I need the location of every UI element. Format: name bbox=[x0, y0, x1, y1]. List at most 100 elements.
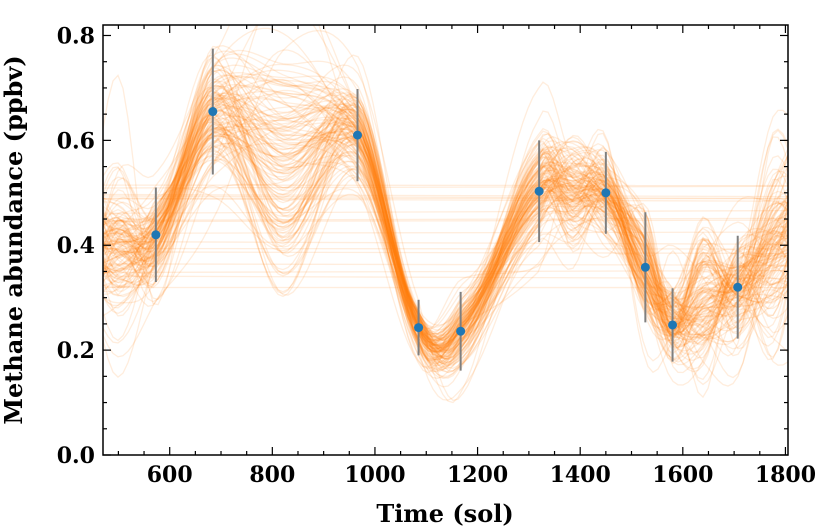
gp-sample-line bbox=[103, 107, 788, 350]
gp-sample-line bbox=[103, 195, 788, 200]
gp-sample-line bbox=[103, 114, 788, 379]
gp-sample-line bbox=[103, 49, 788, 399]
x-tick-label: 600 bbox=[147, 462, 193, 488]
gp-sample-line bbox=[103, 64, 788, 402]
gp-sample-line bbox=[103, 98, 788, 358]
y-tick-label: 0.0 bbox=[57, 443, 95, 469]
gp-sample-line bbox=[103, 27, 788, 353]
gp-sample-line bbox=[103, 57, 788, 366]
gp-sample-line bbox=[103, 93, 788, 347]
gp-sample-line bbox=[103, 251, 788, 255]
gp-sample-line bbox=[103, 89, 788, 348]
gp-sample-line bbox=[103, 247, 788, 250]
gp-sample-line bbox=[103, 87, 788, 361]
gp-sample-line bbox=[103, 104, 788, 360]
gp-sample-line bbox=[103, 185, 788, 189]
gp-sample-line bbox=[103, 110, 788, 404]
gp-sample-line bbox=[103, 64, 788, 343]
gp-sample-line bbox=[103, 96, 788, 341]
gp-sample-line bbox=[103, 64, 788, 366]
gp-sample-line bbox=[103, 209, 788, 214]
gp-sample-line bbox=[103, 90, 788, 358]
gp-sample-line bbox=[103, 91, 788, 335]
gp-sample-line bbox=[103, 112, 788, 352]
y-tick-labels: 0.0 0.2 0.4 0.6 0.8 bbox=[57, 23, 95, 469]
gp-sample-line bbox=[103, 99, 788, 341]
gp-sample-line bbox=[103, 106, 788, 352]
gp-sample-line bbox=[103, 96, 788, 347]
gp-sample-line bbox=[103, 103, 788, 357]
gp-sample-line bbox=[103, 127, 788, 352]
x-tick-label: 1800 bbox=[755, 462, 816, 488]
data-point bbox=[353, 130, 363, 140]
x-axis-label: Time (sol) bbox=[376, 499, 513, 528]
gp-sample-line bbox=[103, 97, 788, 340]
y-tick-label: 0.8 bbox=[57, 23, 95, 49]
gp-sample-line bbox=[103, 114, 788, 386]
gp-sample-line bbox=[103, 29, 788, 387]
gp-sample-line bbox=[103, 91, 788, 351]
x-tick-label: 1400 bbox=[550, 462, 611, 488]
gp-sample-line bbox=[103, 217, 788, 222]
data-point bbox=[601, 188, 611, 198]
gp-sample-line bbox=[103, 80, 788, 347]
gp-sample-line bbox=[103, 108, 788, 338]
data-point bbox=[414, 323, 424, 333]
gp-sample-line bbox=[103, 75, 788, 347]
y-tick-label: 0.4 bbox=[57, 233, 95, 259]
gp-sample-line bbox=[103, 104, 788, 373]
x-tick-label: 1200 bbox=[447, 462, 508, 488]
gp-sample-line bbox=[103, 97, 788, 354]
plot-frame bbox=[102, 24, 789, 456]
gp-sample-line bbox=[103, 69, 788, 348]
gp-sample-line bbox=[103, 129, 788, 353]
gp-sample-line bbox=[103, 76, 788, 352]
gp-sample-line bbox=[103, 97, 788, 367]
data-point bbox=[640, 262, 650, 272]
gp-sample-line bbox=[103, 45, 788, 378]
gp-sample-line bbox=[103, 25, 788, 349]
gp-sample-line bbox=[103, 63, 788, 348]
gp-sample-line bbox=[103, 106, 788, 361]
gp-sample-line bbox=[103, 93, 788, 386]
gp-sample-line bbox=[103, 125, 788, 361]
x-tick-label: 1600 bbox=[652, 462, 713, 488]
gp-sample-line bbox=[103, 106, 788, 362]
data-point bbox=[151, 230, 161, 240]
gp-sample-line bbox=[103, 104, 788, 348]
gp-sample-line bbox=[103, 193, 788, 198]
gp-sample-line bbox=[103, 53, 788, 358]
axis-ticks bbox=[103, 25, 788, 456]
gp-sample-line bbox=[103, 98, 788, 338]
gp-sample-line bbox=[103, 25, 788, 349]
gp-sample-line bbox=[103, 143, 788, 339]
data-point bbox=[456, 326, 466, 336]
gp-sample-line bbox=[103, 125, 788, 355]
gp-sample-line bbox=[103, 93, 788, 378]
data-point bbox=[208, 107, 218, 117]
gp-sample-line bbox=[103, 151, 788, 336]
data-points bbox=[151, 107, 743, 336]
gp-sample-line bbox=[103, 94, 788, 344]
gp-sample-line bbox=[103, 25, 788, 388]
data-point bbox=[733, 282, 743, 292]
gp-sample-line bbox=[103, 80, 788, 359]
gp-sample-line bbox=[103, 117, 788, 366]
gp-sample-line bbox=[103, 108, 788, 347]
gp-sample-line bbox=[103, 118, 788, 359]
gp-sample-line bbox=[103, 76, 788, 335]
gp-sample-line bbox=[103, 269, 788, 274]
gp-sample-line bbox=[103, 197, 788, 200]
y-tick-label: 0.2 bbox=[57, 338, 95, 364]
gp-sample-line bbox=[103, 121, 788, 373]
gp-sample-line bbox=[103, 49, 788, 372]
gp-sample-line bbox=[103, 78, 788, 347]
x-tick-label: 800 bbox=[249, 462, 295, 488]
gp-sample-line bbox=[103, 110, 788, 352]
gp-sample-line bbox=[103, 69, 788, 341]
gp-sample-line bbox=[103, 94, 788, 342]
gp-sample-line bbox=[103, 275, 788, 280]
gp-sample-line bbox=[103, 69, 788, 343]
y-tick-label: 0.6 bbox=[57, 128, 95, 154]
gp-sample-line bbox=[103, 231, 788, 234]
